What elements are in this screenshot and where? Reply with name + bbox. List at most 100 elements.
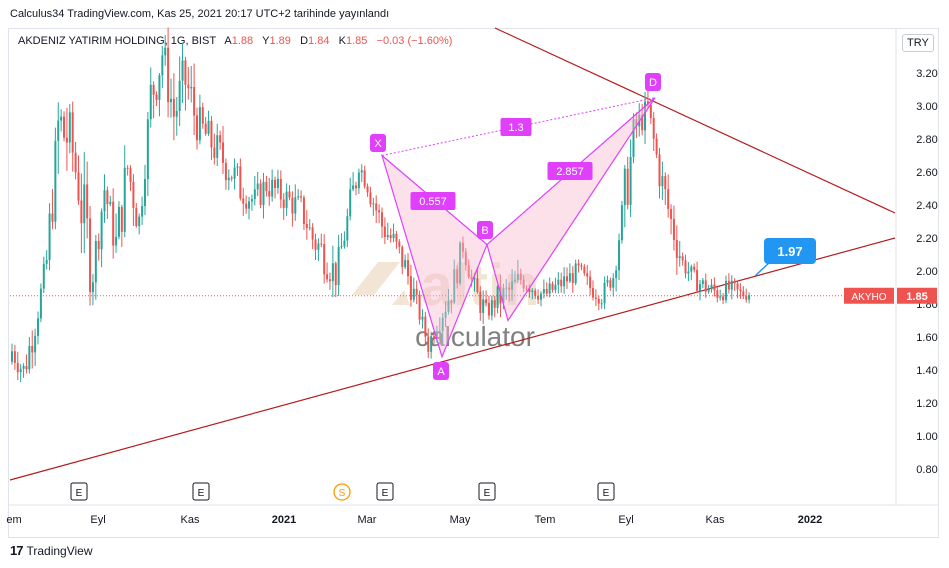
candle-body bbox=[300, 196, 303, 198]
ratio-bd-text: 2.857 bbox=[556, 166, 584, 178]
callout-pointer bbox=[754, 261, 771, 277]
x-tick-label: Eyl bbox=[90, 514, 105, 526]
pattern-point-a: A bbox=[433, 362, 449, 380]
footer-brand-text: TradingView bbox=[26, 543, 93, 558]
candle-body bbox=[152, 84, 155, 95]
candle-body bbox=[444, 311, 447, 318]
candle-body bbox=[433, 336, 436, 339]
callout-box bbox=[764, 238, 816, 264]
candle-body bbox=[184, 60, 187, 85]
candle-body bbox=[175, 111, 178, 117]
candle-body bbox=[74, 152, 77, 173]
currency-button[interactable]: TRY bbox=[902, 34, 934, 52]
candle-body bbox=[626, 168, 629, 205]
candle-body bbox=[352, 185, 355, 190]
candle-body bbox=[274, 179, 277, 189]
candle-body bbox=[239, 166, 242, 199]
candle-body bbox=[467, 265, 470, 278]
price-tag-text: 1.85 bbox=[906, 291, 927, 303]
pattern-bd-line bbox=[486, 97, 656, 245]
candle-body bbox=[331, 263, 334, 282]
candle-body bbox=[204, 123, 207, 134]
open-value: 1.88 bbox=[231, 35, 254, 47]
target-callout: 1.97 bbox=[754, 238, 816, 277]
candle-body bbox=[378, 210, 381, 213]
candle-body bbox=[288, 191, 291, 198]
candle-body bbox=[716, 290, 719, 298]
candle-body bbox=[146, 119, 149, 180]
candle-body bbox=[459, 242, 462, 284]
candle-body bbox=[135, 208, 138, 227]
candle-body bbox=[606, 280, 609, 283]
candle-body bbox=[389, 235, 392, 239]
high-value: 1.89 bbox=[269, 35, 291, 47]
pattern-point-x: X bbox=[370, 134, 386, 152]
candle-body bbox=[594, 297, 597, 299]
watermark-logo-icon bbox=[352, 262, 410, 305]
close-value: 1.85 bbox=[345, 35, 368, 47]
footer-brand: 17 TradingView bbox=[10, 543, 93, 558]
candle-body bbox=[25, 366, 28, 370]
candle-body bbox=[415, 288, 418, 295]
candle-body bbox=[227, 177, 230, 181]
ratio-bd: 2.857 bbox=[547, 162, 593, 180]
y-tick-label: 1.40 bbox=[916, 365, 937, 377]
candle-body bbox=[453, 269, 456, 303]
y-tick-label: 2.00 bbox=[916, 266, 937, 278]
candle-body bbox=[141, 206, 144, 217]
candle-body bbox=[652, 118, 655, 139]
candle-body bbox=[447, 300, 450, 312]
candle-body bbox=[346, 216, 349, 241]
candle-body bbox=[285, 191, 288, 208]
candle-body bbox=[305, 223, 308, 229]
candle-body bbox=[620, 205, 623, 241]
candle-body bbox=[126, 167, 129, 169]
candle-body bbox=[320, 243, 323, 245]
candle-body bbox=[398, 241, 401, 247]
candle-body bbox=[383, 226, 386, 238]
earnings-icon bbox=[70, 482, 88, 501]
candle-body bbox=[698, 283, 701, 291]
candle-body bbox=[31, 345, 34, 353]
y-tick-label: 3.00 bbox=[916, 101, 937, 113]
candle-body bbox=[132, 181, 135, 209]
pattern-point-a-box bbox=[433, 362, 449, 380]
candle-body bbox=[496, 286, 499, 308]
candle-body bbox=[487, 302, 490, 316]
candle-body bbox=[39, 288, 42, 319]
y-tick-label: 2.40 bbox=[916, 200, 937, 212]
ratio-xb-text: 0.557 bbox=[419, 196, 447, 208]
candle-body bbox=[97, 240, 100, 250]
candle-body bbox=[86, 184, 89, 219]
candle-body bbox=[34, 335, 37, 353]
callout-text: 1.97 bbox=[777, 244, 802, 259]
candle-body bbox=[340, 246, 343, 248]
candle-body bbox=[424, 316, 427, 337]
y-tick-label: 2.20 bbox=[916, 233, 937, 245]
candle-body bbox=[68, 112, 71, 143]
candle-body bbox=[655, 138, 658, 155]
candle-body bbox=[323, 244, 326, 275]
candle-body bbox=[704, 280, 707, 292]
candle-body bbox=[317, 243, 320, 250]
pattern-point-d: D bbox=[645, 73, 661, 91]
candle-body bbox=[190, 86, 193, 89]
candle-body bbox=[719, 296, 722, 298]
candle-body bbox=[207, 120, 210, 134]
event-marker-earnings: E bbox=[192, 482, 210, 501]
candle-body bbox=[360, 170, 363, 173]
x-tick-label: Mar bbox=[358, 514, 377, 526]
candle-body bbox=[661, 176, 664, 187]
candle-body bbox=[248, 201, 251, 209]
candle-body bbox=[155, 94, 158, 100]
pattern-point-b-text: B bbox=[481, 225, 488, 237]
candle-body bbox=[259, 183, 262, 205]
candle-body bbox=[632, 119, 635, 157]
candle-body bbox=[563, 276, 566, 287]
candle-body bbox=[571, 273, 574, 284]
symbol-tag-box bbox=[844, 287, 894, 304]
candle-body bbox=[635, 119, 638, 127]
candle-body bbox=[334, 263, 337, 286]
candle-body bbox=[560, 279, 563, 287]
